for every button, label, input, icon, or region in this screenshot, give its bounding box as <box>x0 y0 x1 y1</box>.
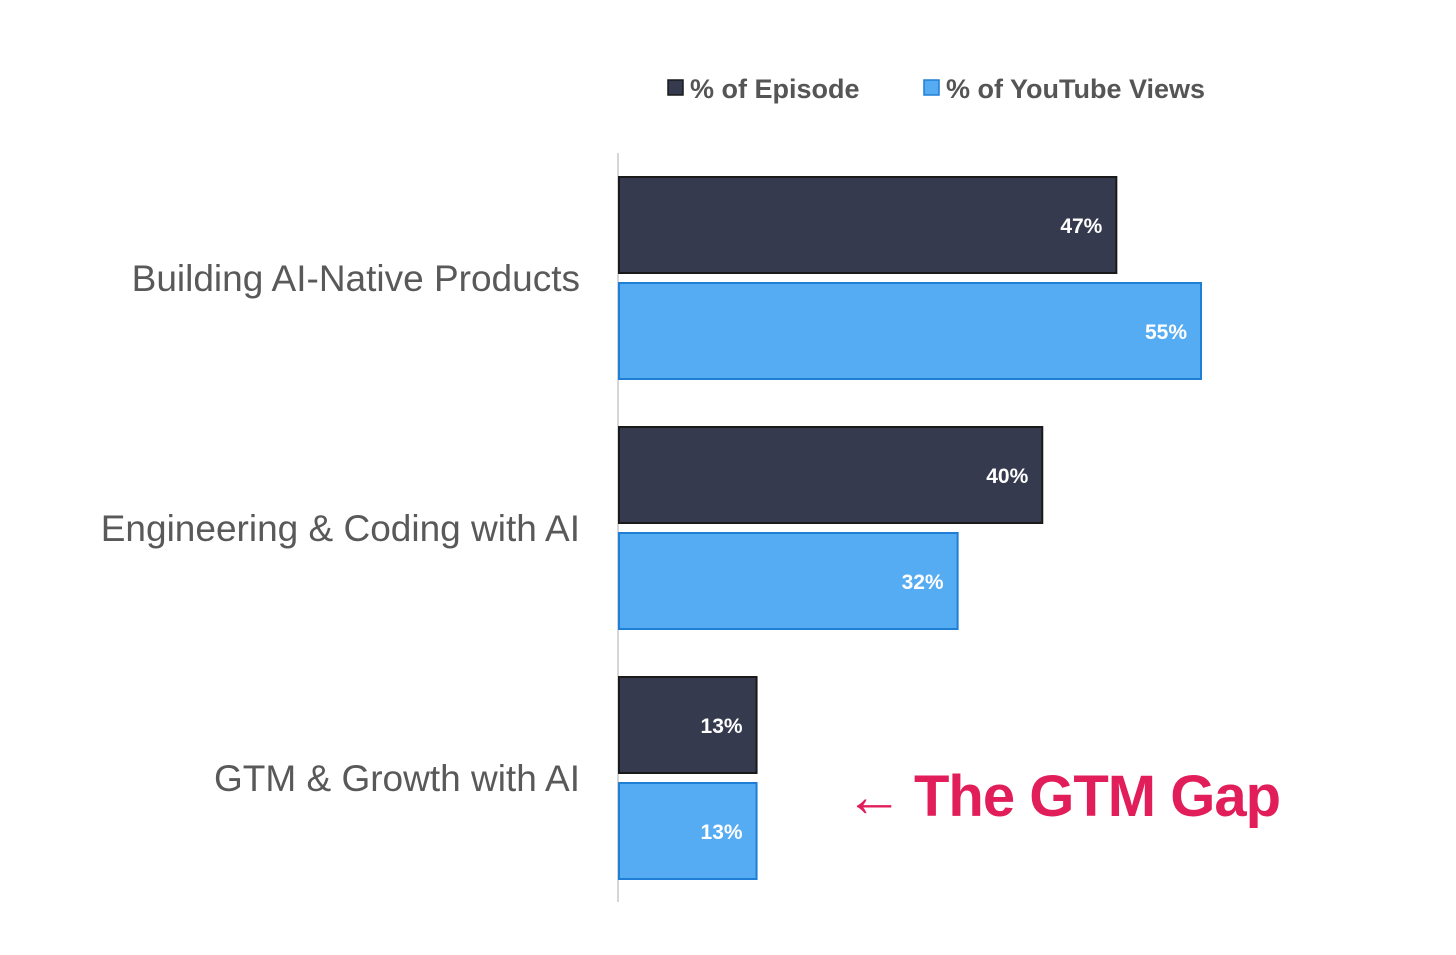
legend-label-youtube-views: % of YouTube Views <box>946 74 1205 104</box>
gtm-gap-annotation: ← The GTM Gap <box>845 764 1281 829</box>
data-label: 13% <box>701 715 743 738</box>
data-label: 40% <box>986 465 1028 488</box>
legend-swatch-episode <box>667 79 684 96</box>
category-label: GTM & Growth with AI <box>214 758 580 799</box>
category-label: Building AI-Native Products <box>132 258 580 299</box>
data-label: 13% <box>701 821 743 844</box>
data-label: 32% <box>902 571 944 594</box>
bar-episode <box>618 176 1118 274</box>
legend-swatch-youtube-views <box>923 79 940 96</box>
category-label: Engineering & Coding with AI <box>101 508 580 549</box>
legend-label-episode: % of Episode <box>690 74 860 104</box>
bar-youtube-views <box>618 532 959 630</box>
bars <box>618 176 1202 880</box>
data-label: 55% <box>1145 321 1187 344</box>
bar-episode <box>618 676 758 774</box>
left-arrow-icon: ← <box>845 764 902 829</box>
data-label: 47% <box>1060 215 1102 238</box>
legend: % of Episode % of YouTube Views <box>667 74 1205 104</box>
bar-youtube-views <box>618 282 1202 380</box>
category-labels: Building AI-Native Products Engineering &… <box>101 258 580 799</box>
annotation-text: The GTM Gap <box>914 764 1280 829</box>
bar-youtube-views <box>618 782 758 880</box>
data-labels: 47% 55% 40% 32% 13% 13% <box>701 215 1188 844</box>
bar-episode <box>618 426 1044 524</box>
